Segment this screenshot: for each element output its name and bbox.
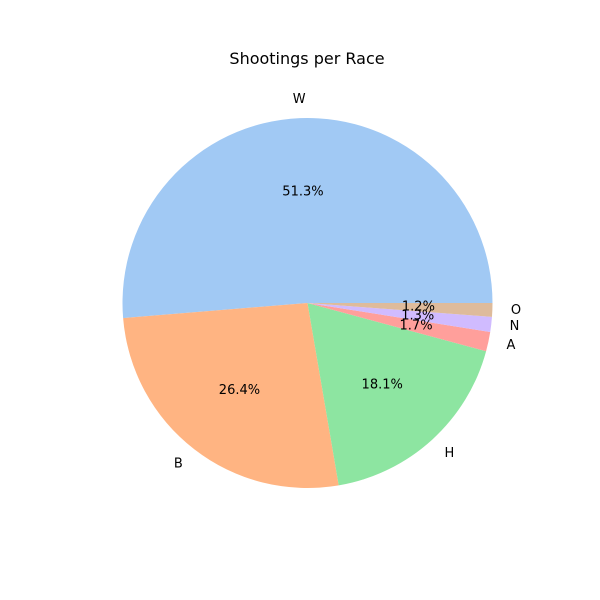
percent-label-o: 1.2% bbox=[402, 300, 435, 315]
category-labels: W B H ANO bbox=[174, 92, 521, 471]
category-label-b: B bbox=[174, 456, 183, 471]
percent-label-a: 1.7% bbox=[400, 319, 433, 334]
category-label-a: A bbox=[507, 338, 516, 353]
percent-labels: 51.3% 26.4% 18.1% 1.7%1.3%1.2% bbox=[219, 185, 435, 399]
slice-w bbox=[122, 118, 493, 319]
slice-o bbox=[307, 303, 493, 317]
slice-b bbox=[123, 303, 339, 488]
category-label-o: O bbox=[511, 303, 521, 318]
percent-label-b: 26.4% bbox=[219, 383, 260, 398]
chart-title: Shootings per Race bbox=[229, 49, 384, 68]
percent-label-n: 1.3% bbox=[401, 308, 434, 323]
pie-slices bbox=[122, 118, 493, 488]
percent-label-w: 51.3% bbox=[282, 185, 323, 200]
category-label-w: W bbox=[293, 92, 306, 107]
category-label-h: H bbox=[444, 446, 454, 461]
slice-a bbox=[307, 303, 491, 352]
percent-label-h: 18.1% bbox=[362, 378, 403, 393]
slice-n bbox=[307, 303, 492, 332]
slice-h bbox=[307, 303, 487, 486]
category-label-n: N bbox=[510, 319, 520, 334]
